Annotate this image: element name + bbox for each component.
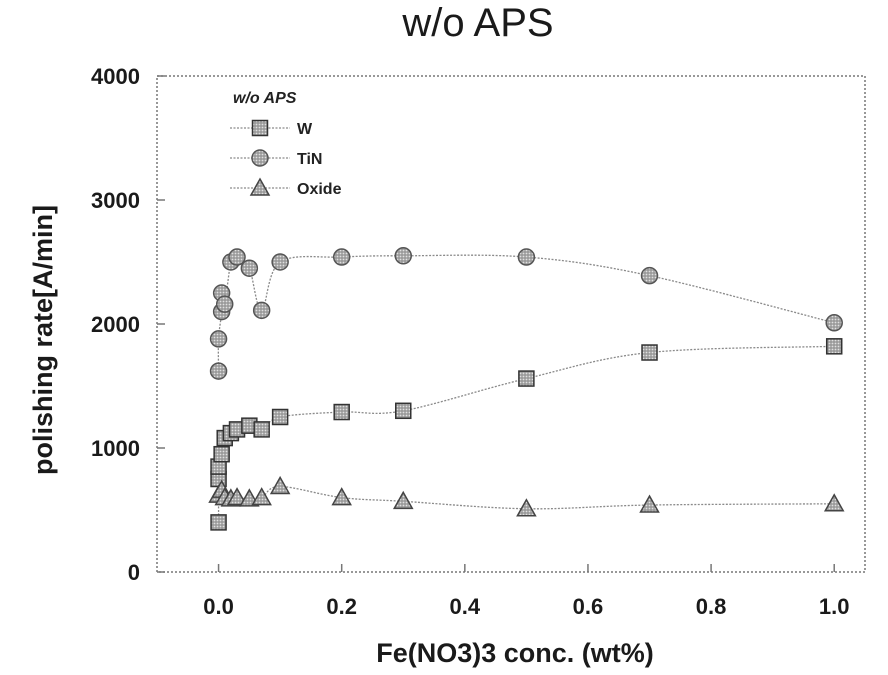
data-point-tin: [241, 260, 257, 276]
data-point-tin: [217, 296, 233, 312]
data-point-w: [254, 422, 269, 437]
y-tick-label: 3000: [91, 188, 140, 213]
data-point-oxide: [825, 495, 843, 511]
legend-item-w: W: [230, 121, 313, 139]
legend-item-tin: TiN: [230, 150, 322, 168]
series-tin: [211, 248, 843, 379]
legend-marker-tin: [252, 150, 268, 166]
data-point-tin: [211, 363, 227, 379]
chart-title: w/o APS: [401, 1, 553, 45]
data-point-oxide: [394, 492, 412, 508]
data-point-w: [273, 410, 288, 425]
data-point-w: [396, 403, 411, 418]
x-axis-label: Fe(NO3)3 conc. (wt%): [376, 638, 654, 668]
y-tick-label: 4000: [91, 64, 140, 89]
legend-title: w/o APS: [233, 90, 297, 107]
y-axis-label: polishing rate[A/min]: [28, 205, 58, 475]
legend-label: TiN: [297, 151, 322, 168]
y-tick-label: 0: [128, 560, 140, 585]
data-point-w: [827, 339, 842, 354]
x-tick-label: 0.0: [203, 594, 234, 619]
data-point-tin: [826, 315, 842, 331]
legend-marker-oxide: [251, 179, 269, 195]
series-oxide: [210, 477, 844, 515]
data-point-tin: [254, 302, 270, 318]
legend-label: W: [297, 121, 313, 138]
data-point-w: [214, 447, 229, 462]
data-point-tin: [642, 268, 658, 284]
data-point-w: [211, 515, 226, 530]
series-layer: [210, 248, 844, 530]
legend-item-oxide: Oxide: [230, 179, 342, 198]
data-point-tin: [211, 331, 227, 347]
y-axis: 0 1000 2000 3000 4000: [91, 64, 165, 585]
legend: w/o APS W TiN Oxide: [230, 90, 342, 198]
data-point-w: [519, 371, 534, 386]
data-point-w: [642, 345, 657, 360]
data-point-tin: [395, 248, 411, 264]
y-tick-label: 2000: [91, 312, 140, 337]
x-tick-label: 0.2: [326, 594, 357, 619]
y-tick-label: 1000: [91, 436, 140, 461]
x-tick-label: 0.6: [573, 594, 604, 619]
legend-marker-w: [253, 121, 268, 136]
data-point-oxide: [271, 477, 289, 493]
legend-label: Oxide: [297, 181, 342, 198]
x-tick-label: 1.0: [819, 594, 850, 619]
data-point-tin: [334, 249, 350, 265]
x-tick-label: 0.4: [450, 594, 481, 619]
series-line-tin: [218, 255, 834, 371]
data-point-tin: [518, 249, 534, 265]
data-point-tin: [272, 254, 288, 270]
x-tick-label: 0.8: [696, 594, 727, 619]
data-point-w: [334, 405, 349, 420]
data-point-oxide: [641, 496, 659, 512]
data-point-oxide: [517, 500, 535, 516]
